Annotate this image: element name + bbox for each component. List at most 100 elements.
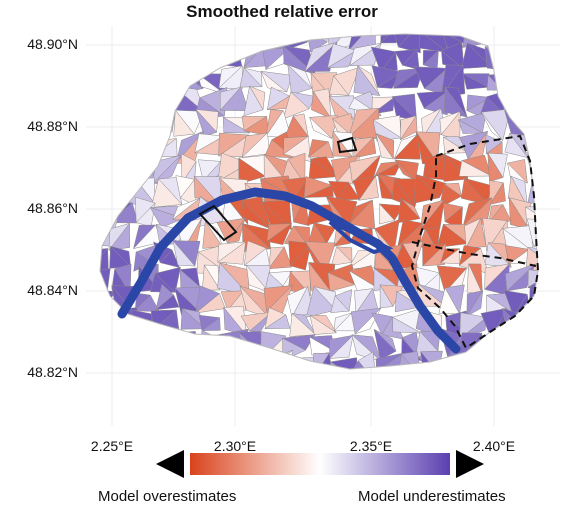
map-cell: [100, 92, 112, 115]
map-cell: [530, 88, 538, 120]
lon-tick-label: 2.30°E: [213, 438, 257, 454]
map-cell: [194, 293, 226, 314]
map-cell: [240, 352, 271, 369]
map-cell: [222, 116, 251, 134]
map-cell: [308, 158, 339, 180]
map-cell: [532, 49, 538, 67]
map-cell: [329, 334, 354, 359]
map-cell: [380, 34, 401, 44]
map-cell: [527, 269, 538, 288]
map-cell: [309, 314, 338, 335]
legend-left-caption: Model overestimates: [98, 488, 237, 505]
map-cell: [100, 328, 114, 362]
map-cell: [266, 222, 293, 245]
map-cell: [268, 246, 293, 270]
map-cell: [151, 354, 177, 369]
map-cell: [336, 181, 361, 201]
map-cell: [134, 86, 160, 115]
map-cell: [178, 358, 207, 369]
map-cell: [151, 353, 180, 369]
map-cells: [100, 34, 538, 369]
map-cell: [113, 63, 136, 98]
right-arrow-icon: [456, 450, 484, 478]
river-island: [328, 220, 394, 255]
map-cell: [226, 218, 246, 244]
map-cell: [506, 34, 534, 53]
map-cell: [526, 85, 538, 121]
map-cell: [199, 46, 224, 67]
map-cell: [331, 246, 353, 266]
map-cell: [413, 173, 441, 204]
legend-colorbar: [156, 450, 484, 478]
map-cell: [194, 34, 222, 48]
map-cell: [466, 290, 483, 317]
map-cell: [134, 63, 157, 96]
map-cell: [502, 91, 526, 112]
map-cell: [327, 272, 356, 292]
map-cell: [100, 152, 118, 179]
map-cell: [436, 223, 470, 248]
map-cell: [531, 65, 538, 93]
map-cell: [282, 91, 310, 120]
map-cell: [309, 116, 332, 139]
legend-gradient-bar: [190, 453, 450, 475]
map-cell: [197, 338, 220, 357]
map-cell: [111, 64, 135, 99]
map-cell: [523, 110, 538, 140]
map-cell: [113, 328, 130, 360]
map-cell: [195, 109, 218, 137]
map-cell: [377, 174, 396, 200]
map-cell: [151, 118, 173, 138]
map-cell: [401, 48, 420, 70]
map-cell: [173, 109, 195, 137]
map-cell: [100, 152, 117, 182]
map-cell: [439, 183, 462, 209]
map-cell: [282, 356, 316, 369]
map-cell: [134, 294, 160, 312]
map-cell: [138, 34, 163, 45]
map-cell: [440, 359, 470, 369]
map-cell: [100, 354, 112, 369]
map-cell: [179, 330, 197, 357]
lat-tick-label: 48.90°N: [27, 36, 78, 52]
map-cell: [501, 91, 527, 110]
map-cell: [529, 312, 538, 336]
map-cell: [463, 350, 491, 369]
map-cell: [439, 359, 470, 369]
map-cell: [149, 207, 185, 228]
map-cell: [457, 119, 484, 134]
lon-tick-label: 2.25°E: [90, 438, 134, 454]
map-cell: [107, 156, 141, 180]
map-cell: [100, 174, 113, 201]
lat-tick-label: 48.82°N: [27, 364, 78, 380]
map-cell: [438, 287, 461, 315]
map-cell: [100, 203, 111, 225]
map-cell: [489, 349, 514, 369]
map-cell: [418, 34, 449, 54]
map-cell: [100, 131, 109, 164]
map-cell: [107, 34, 132, 51]
map-cell: [100, 113, 118, 140]
map-cell: [529, 310, 538, 336]
map-cell: [132, 328, 159, 362]
map-cell: [138, 46, 162, 66]
map-cell: [379, 283, 394, 309]
map-cell: [178, 45, 202, 67]
map-cell: [394, 159, 416, 181]
map-cell: [524, 140, 538, 156]
map-cell: [151, 71, 177, 92]
map-cell: [158, 34, 177, 47]
map-cell: [130, 46, 156, 66]
river-seine: [117, 187, 461, 354]
map-cell: [439, 248, 461, 265]
map-cell: [352, 136, 377, 159]
map-cell: [100, 289, 116, 309]
map-cell: [158, 34, 176, 48]
map-cell: [460, 350, 483, 369]
choropleth-map: 48.90°N 48.88°N 48.86°N 48.84°N 48.82°N …: [0, 26, 564, 454]
map-cell: [100, 315, 110, 331]
map-canvas: [86, 26, 560, 426]
map-cell: [175, 67, 205, 89]
lon-tick-label: 2.35°E: [349, 438, 393, 454]
map-cell: [508, 328, 534, 355]
